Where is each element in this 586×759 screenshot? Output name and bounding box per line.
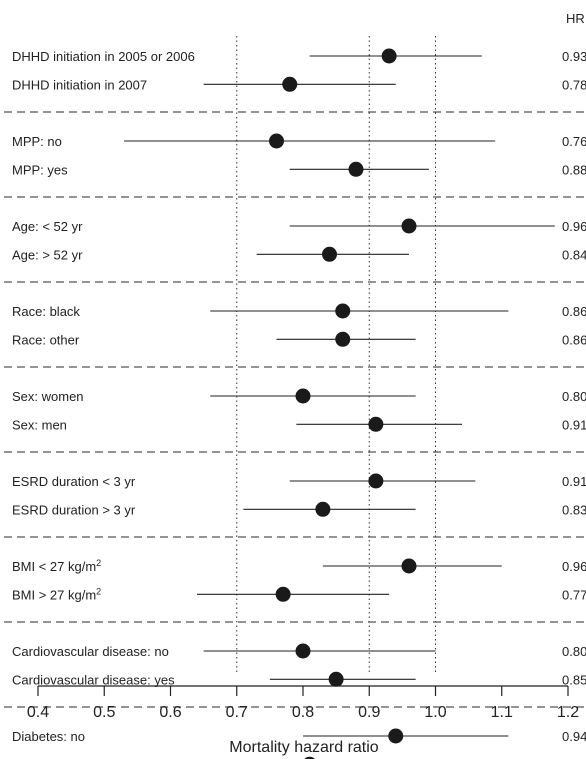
row-label: Diabetes: no: [12, 729, 85, 744]
hr-value: 0.85: [562, 672, 586, 687]
hr-point: [269, 133, 284, 149]
hr-value: 0.83: [562, 502, 586, 517]
row-label: Race: black: [12, 304, 80, 319]
row-label: Age: > 52 yr: [12, 247, 83, 262]
x-axis: 0.4 0.5 0.6 0.7 0.8 0.9 1.0 1.1 1.2: [27, 685, 579, 721]
hr-point: [282, 76, 298, 92]
hr-value: 0.96: [562, 559, 586, 574]
x-axis-label: Mortality hazard ratio: [229, 739, 378, 756]
x-tick-label: 0.6: [159, 704, 181, 721]
x-tick-label: 1.1: [491, 704, 513, 721]
hr-value: 0.80: [562, 389, 586, 404]
reference-lines: [236, 36, 436, 672]
hr-point: [368, 473, 384, 489]
row-labels: DHHD initiation in 2005 or 2006 DHHD init…: [12, 49, 195, 759]
hr-value: 0.91: [562, 417, 586, 432]
hr-value: 0.96: [562, 219, 586, 234]
group-separators: [4, 111, 586, 708]
hr-point: [381, 48, 397, 64]
hr-point: [295, 388, 311, 404]
hr-value: 0.77: [562, 587, 586, 602]
x-tick-label: 1.2: [557, 704, 579, 721]
hr-point: [315, 501, 331, 517]
hr-value: 0.78: [562, 77, 586, 92]
hr-value-column: 0.93 0.78 0.76 0.88 0.96 0.84 0.86 0.86 0.80 0.91…: [562, 49, 586, 759]
hr-value: 0.84: [562, 247, 586, 262]
row-label: Cardiovascular disease: yes: [12, 672, 175, 687]
hr-value: 0.94: [562, 729, 586, 744]
hr-column-header: HR: [566, 11, 585, 26]
row-label: DHHD initiation in 2005 or 2006: [12, 49, 195, 64]
row-label: Cardiovascular disease: no: [12, 644, 169, 659]
row-label: BMI < 27 kg/m2: [12, 558, 101, 574]
hr-point: [304, 756, 315, 759]
hr-value: 0.88: [562, 162, 586, 177]
row-label: Race: other: [12, 332, 80, 347]
hr-value: 0.86: [562, 304, 586, 319]
x-tick-label: 0.5: [93, 704, 115, 721]
row-label: Sex: women: [12, 389, 84, 404]
hr-value: 0.86: [562, 332, 586, 347]
hr-point: [295, 643, 311, 659]
confidence-intervals: [124, 55, 555, 737]
hr-value: 0.93: [562, 49, 586, 64]
hr-point: [275, 586, 291, 602]
hr-value: 0.76: [562, 134, 586, 149]
row-label: DHHD initiation in 2007: [12, 77, 147, 92]
row-label: Diabetes: yes: [12, 757, 91, 759]
hr-value: 0.91: [562, 474, 586, 489]
row-label: ESRD duration < 3 yr: [12, 474, 136, 489]
row-label: ESRD duration > 3 yr: [12, 502, 136, 517]
hr-value: 0.81: [562, 757, 586, 759]
hr-point: [322, 246, 337, 262]
hr-point: [328, 671, 344, 687]
x-tick-label: 0.8: [292, 704, 314, 721]
hr-point: [401, 218, 417, 234]
row-label: Sex: men: [12, 417, 67, 432]
row-label: BMI > 27 kg/m2: [12, 586, 101, 602]
row-label: MPP: no: [12, 134, 62, 149]
hr-point: [335, 303, 351, 319]
hazard-ratio-points: [269, 48, 417, 759]
x-tick-label: 0.7: [226, 704, 248, 721]
hr-point: [368, 416, 384, 432]
hr-point: [335, 331, 351, 347]
x-tick-label: 0.9: [358, 704, 380, 721]
hr-value: 0.80: [562, 644, 586, 659]
x-tick-label: 1.0: [424, 704, 446, 721]
hr-point: [388, 728, 404, 744]
row-label: Age: < 52 yr: [12, 219, 83, 234]
hr-point: [348, 161, 364, 177]
row-label: MPP: yes: [12, 162, 68, 177]
hr-point: [401, 558, 417, 574]
x-tick-label: 0.4: [27, 704, 49, 721]
